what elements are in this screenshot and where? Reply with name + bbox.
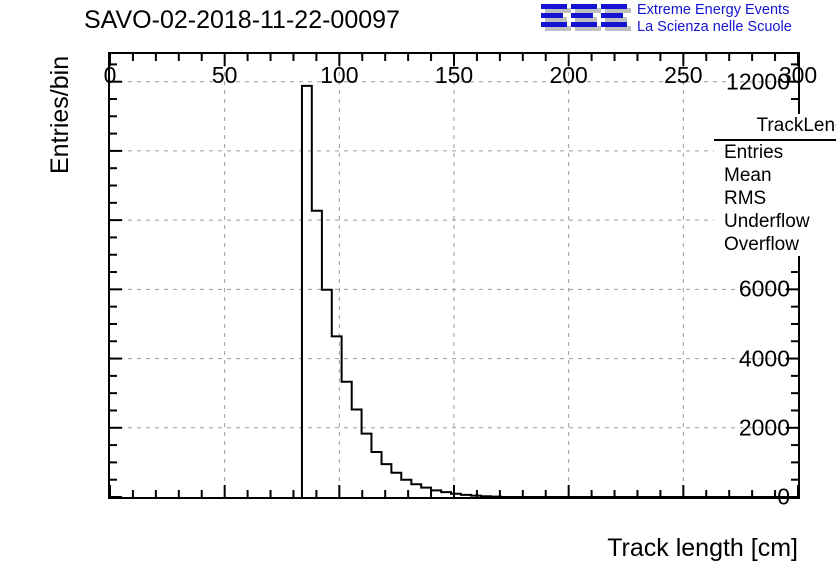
stats-row-key: Underflow [724, 211, 810, 232]
stats-row-key: Mean [724, 165, 772, 186]
plot-frame: 020004000600080001000012000 050100150200… [46, 52, 836, 562]
x-tick-label: 100 [320, 62, 359, 88]
stats-rows: Entries43590Mean96.94RMS10.18Underflow0O… [714, 141, 836, 256]
eee-logo-line2: La Scienza nelle Scuole [637, 19, 792, 35]
stats-title: TrackLength [714, 114, 836, 141]
x-tick-label: 50 [211, 62, 238, 88]
y-axis-label: Entries/bin [46, 55, 74, 174]
y-tick-label: 4000 [738, 345, 790, 372]
y-tick-label: 0 [777, 483, 790, 510]
page-title: SAVO-02-2018-11-22-00097 [84, 6, 400, 34]
stats-row-key: Entries [724, 142, 784, 163]
x-tick-label: 200 [549, 62, 588, 88]
y-tick-label: 6000 [738, 275, 790, 302]
axis-ticks [110, 54, 798, 497]
stats-row: RMS10.18 [714, 187, 836, 210]
y-tick-label: 12000 [726, 68, 790, 95]
x-tick-label: 150 [434, 62, 474, 88]
stats-row: Overflow0 [714, 233, 836, 256]
eee-logo: Extreme Energy Events La Scienza nelle S… [541, 2, 836, 38]
stats-row: Entries43590 [714, 141, 836, 164]
histogram-outline [300, 84, 798, 497]
x-axis-label: Track length [cm] [607, 534, 798, 562]
stats-row-key: RMS [724, 188, 767, 209]
y-tick-label: 2000 [738, 414, 790, 441]
x-tick-label: 250 [664, 62, 703, 88]
eee-logo-line1: Extreme Energy Events [637, 2, 790, 18]
eee-logo-mark [541, 4, 631, 31]
gridlines [110, 54, 798, 497]
x-tick-label: 300 [778, 62, 818, 88]
stats-box: TrackLength Entries43590Mean96.94RMS10.1… [714, 114, 836, 256]
stats-row: Underflow0 [714, 210, 836, 233]
stats-row-key: Overflow [724, 234, 799, 255]
histogram-plot [110, 54, 798, 497]
eee-logo-text: Extreme Energy Events La Scienza nelle S… [637, 2, 792, 36]
stats-row: Mean96.94 [714, 164, 836, 187]
x-tick-label: 0 [103, 62, 117, 88]
